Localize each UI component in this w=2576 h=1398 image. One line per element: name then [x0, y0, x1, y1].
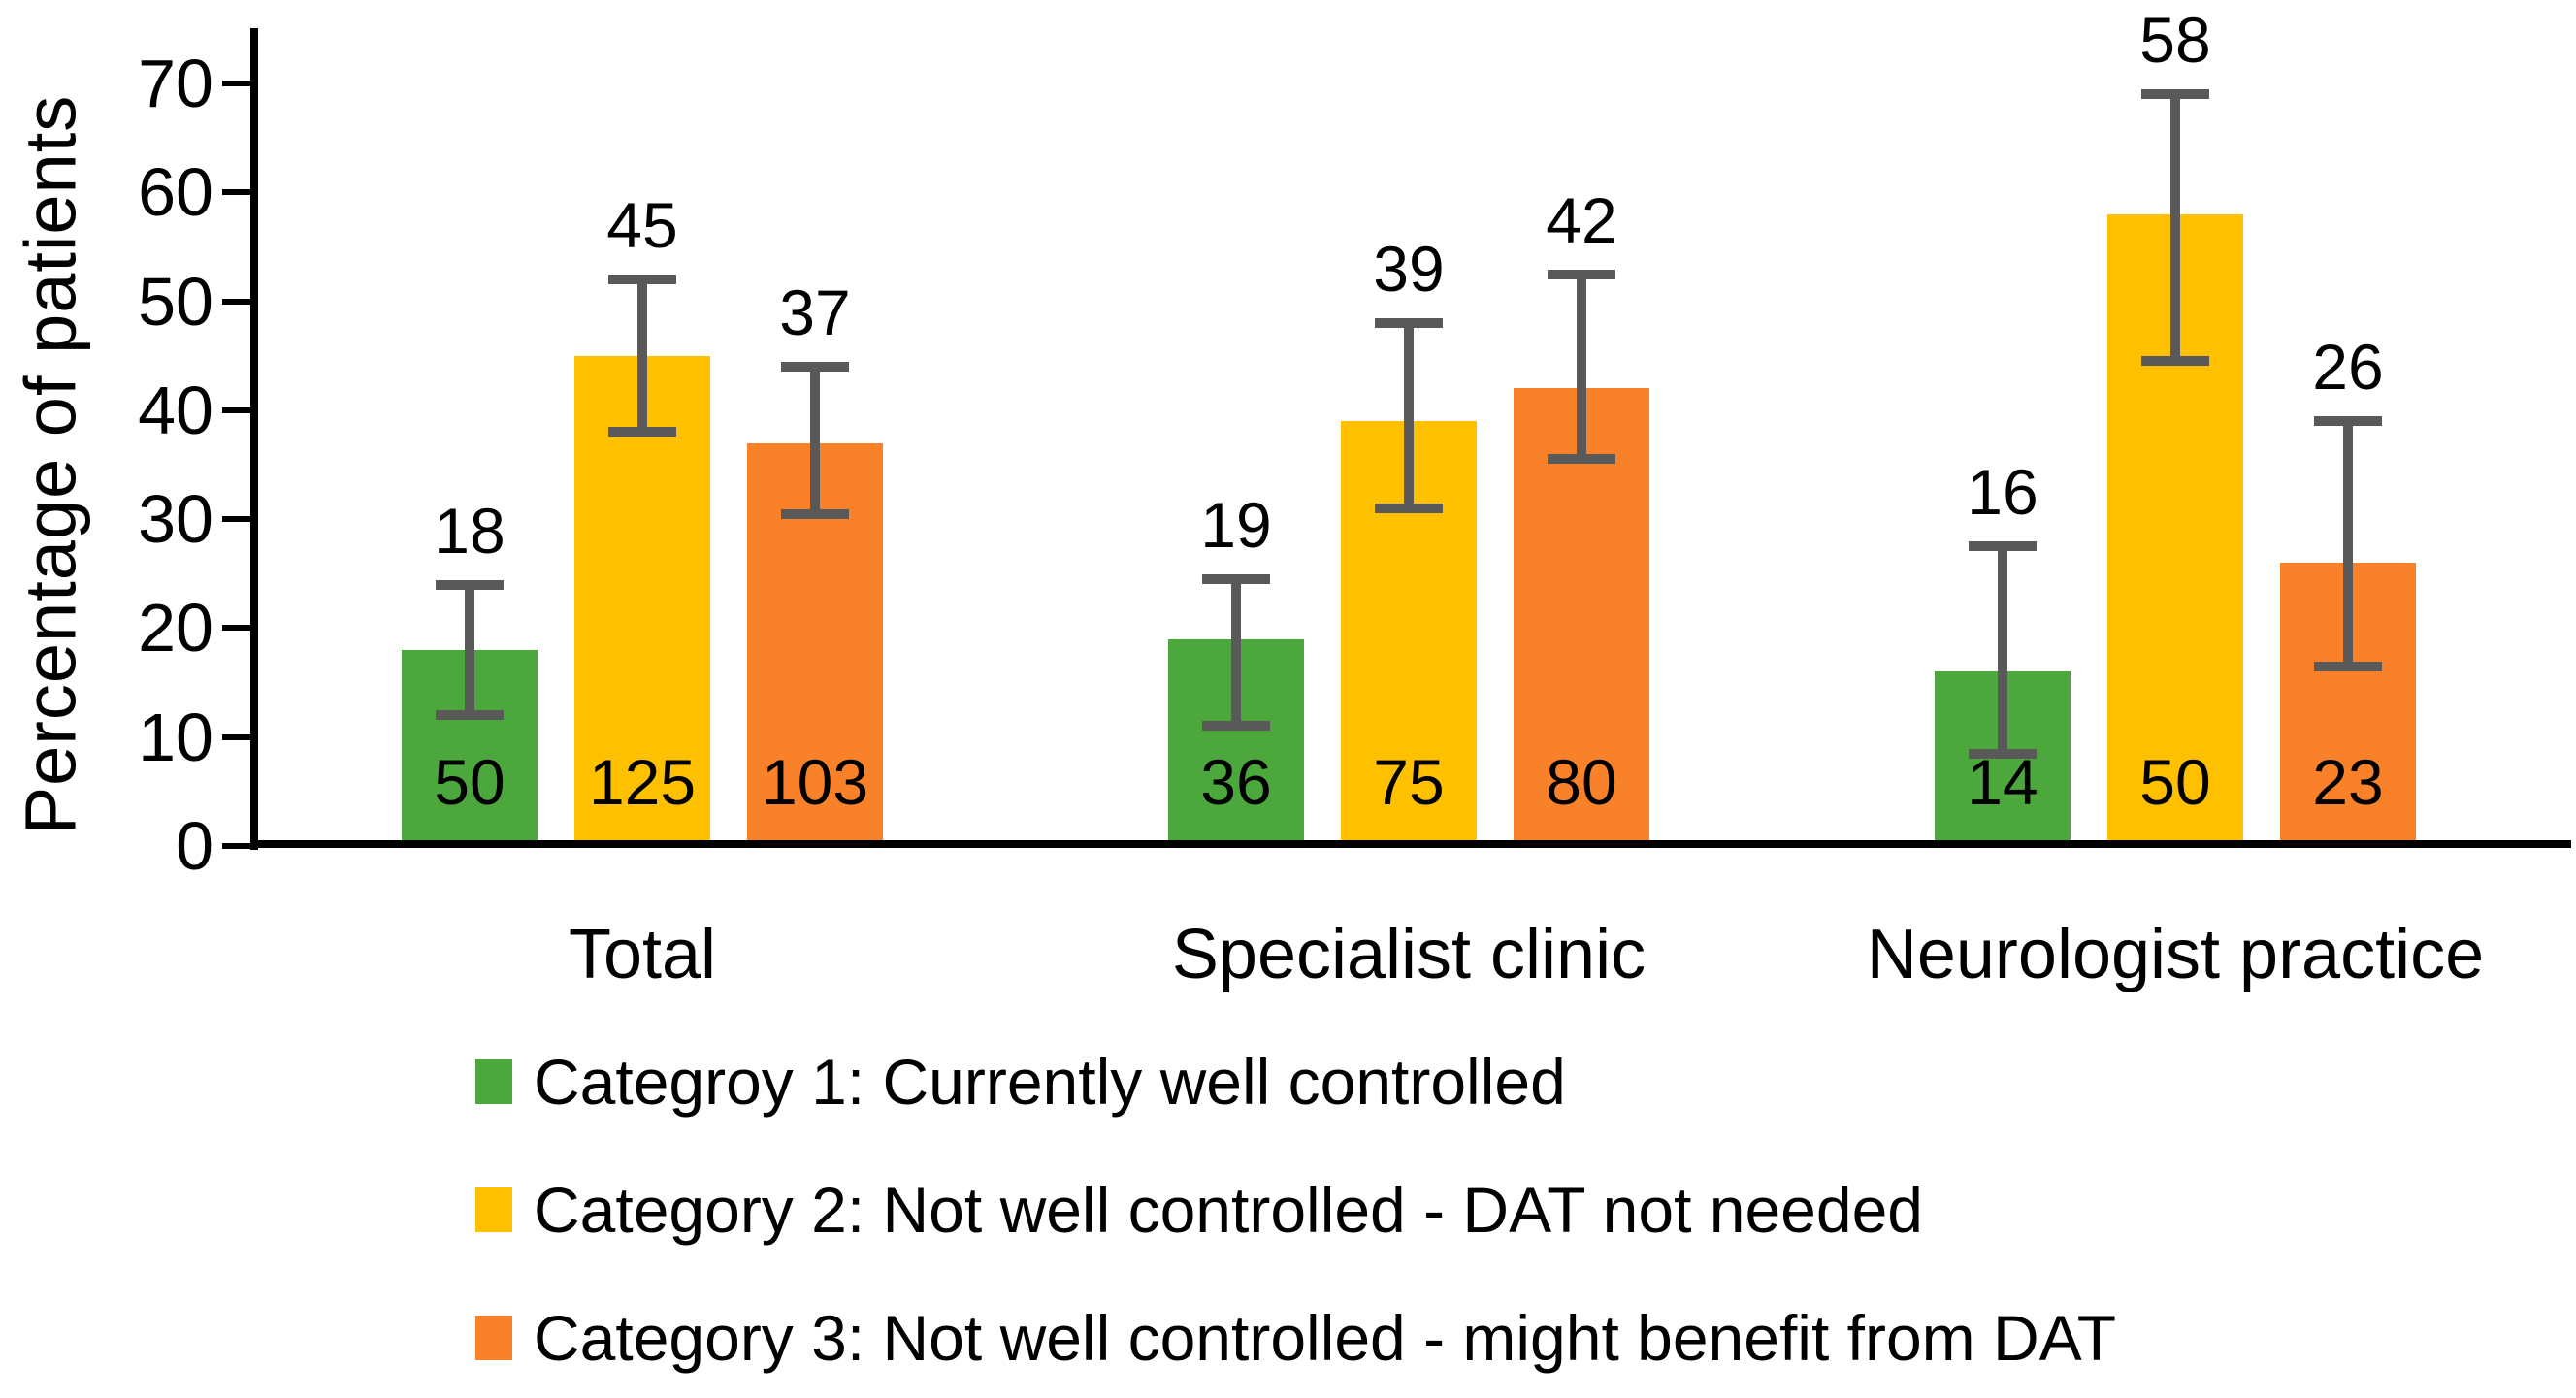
bar-value-label: 16	[1967, 456, 2038, 529]
error-bar-top-cap	[781, 361, 849, 372]
x-category-label: Total	[568, 916, 717, 993]
error-bar-top-cap	[2141, 89, 2209, 100]
y-tick	[222, 733, 250, 740]
bar-count-label: 50	[2139, 746, 2211, 818]
y-tick	[222, 843, 250, 849]
error-bar-line	[637, 279, 647, 433]
y-tick-label: 40	[138, 372, 213, 448]
legend-label: Categroy 1: Currently well controlled	[534, 1046, 1566, 1118]
y-tick-label: 50	[138, 263, 213, 340]
y-tick	[222, 81, 250, 86]
y-tick	[222, 298, 250, 305]
y-tick-label: 70	[138, 46, 213, 121]
y-tick	[222, 189, 250, 196]
bar-value-label: 19	[1200, 488, 1272, 561]
y-tick-label: 10	[138, 699, 213, 775]
legend-marker-icon	[475, 1187, 512, 1232]
y-tick-label: 30	[138, 481, 213, 558]
bar-count-label: 50	[434, 746, 505, 818]
y-tick-label: 60	[138, 154, 213, 231]
bar-value-label: 37	[779, 276, 851, 348]
error-bar-top-cap	[436, 579, 504, 590]
bar-value-label: 26	[2312, 331, 2384, 404]
error-bar-top-cap	[1548, 269, 1615, 279]
error-bar-bottom-cap	[1375, 503, 1443, 513]
x-category-label: Specialist clinic	[1171, 916, 1647, 993]
bar-count-label: 14	[1967, 746, 2038, 818]
y-tick	[222, 516, 250, 523]
y-tick-label: 0	[176, 808, 213, 884]
error-bar-bottom-cap	[1969, 748, 2037, 759]
legend-label: Category 3: Not well controlled - might …	[534, 1302, 2117, 1374]
bar	[574, 355, 710, 844]
legend-item: Categroy 1: Currently well controlled	[475, 1045, 1566, 1119]
error-bar-top-cap	[1969, 541, 2037, 552]
legend-item: Category 2: Not well controlled - DAT no…	[475, 1173, 1923, 1247]
bar-count-label: 23	[2312, 746, 2384, 818]
bar-count-label: 80	[1546, 746, 1617, 818]
error-bar-line	[2343, 421, 2353, 666]
error-bar-line	[1404, 323, 1414, 508]
bar-value-label: 18	[434, 494, 505, 567]
bar-count-label: 36	[1200, 746, 1272, 818]
x-category-label: Neurologist practice	[1866, 916, 2485, 993]
error-bar-top-cap	[1375, 318, 1443, 329]
bar-count-label: 103	[761, 746, 869, 818]
error-bar-top-cap	[2314, 416, 2382, 427]
bar-count-label: 75	[1373, 746, 1445, 818]
error-bar-top-cap	[608, 275, 676, 285]
bar-count-label: 125	[588, 746, 697, 818]
error-bar-bottom-cap	[2141, 356, 2209, 367]
legend-item: Category 3: Not well controlled - might …	[475, 1301, 2116, 1375]
bar-value-label: 42	[1546, 183, 1617, 256]
y-tick	[222, 625, 250, 632]
bar	[1514, 388, 1649, 844]
y-axis-line	[250, 28, 258, 850]
error-bar-bottom-cap	[781, 508, 849, 519]
error-bar-line	[2170, 94, 2180, 362]
y-tick-label: 20	[138, 590, 213, 666]
error-bar-line	[1998, 546, 2007, 754]
error-bar-top-cap	[1202, 573, 1270, 584]
bar-value-label: 39	[1373, 233, 1445, 306]
error-bar-line	[810, 366, 820, 514]
y-tick	[222, 406, 250, 413]
bar-value-label: 58	[2139, 4, 2211, 77]
error-bar-line	[1231, 578, 1241, 727]
error-bar-bottom-cap	[2314, 661, 2382, 671]
legend-marker-icon	[475, 1059, 512, 1104]
error-bar-bottom-cap	[1202, 721, 1270, 732]
legend-label: Category 2: Not well controlled - DAT no…	[534, 1174, 1923, 1246]
x-axis-line	[250, 840, 2571, 848]
legend: Categroy 1: Currently well controlled Cat…	[0, 1009, 2576, 1397]
error-bar-bottom-cap	[608, 427, 676, 438]
error-bar-line	[465, 584, 474, 716]
error-bar-line	[1577, 274, 1586, 460]
error-bar-bottom-cap	[1548, 454, 1615, 465]
error-bar-bottom-cap	[436, 710, 504, 721]
bar-value-label: 45	[606, 189, 678, 262]
legend-marker-icon	[475, 1316, 512, 1360]
